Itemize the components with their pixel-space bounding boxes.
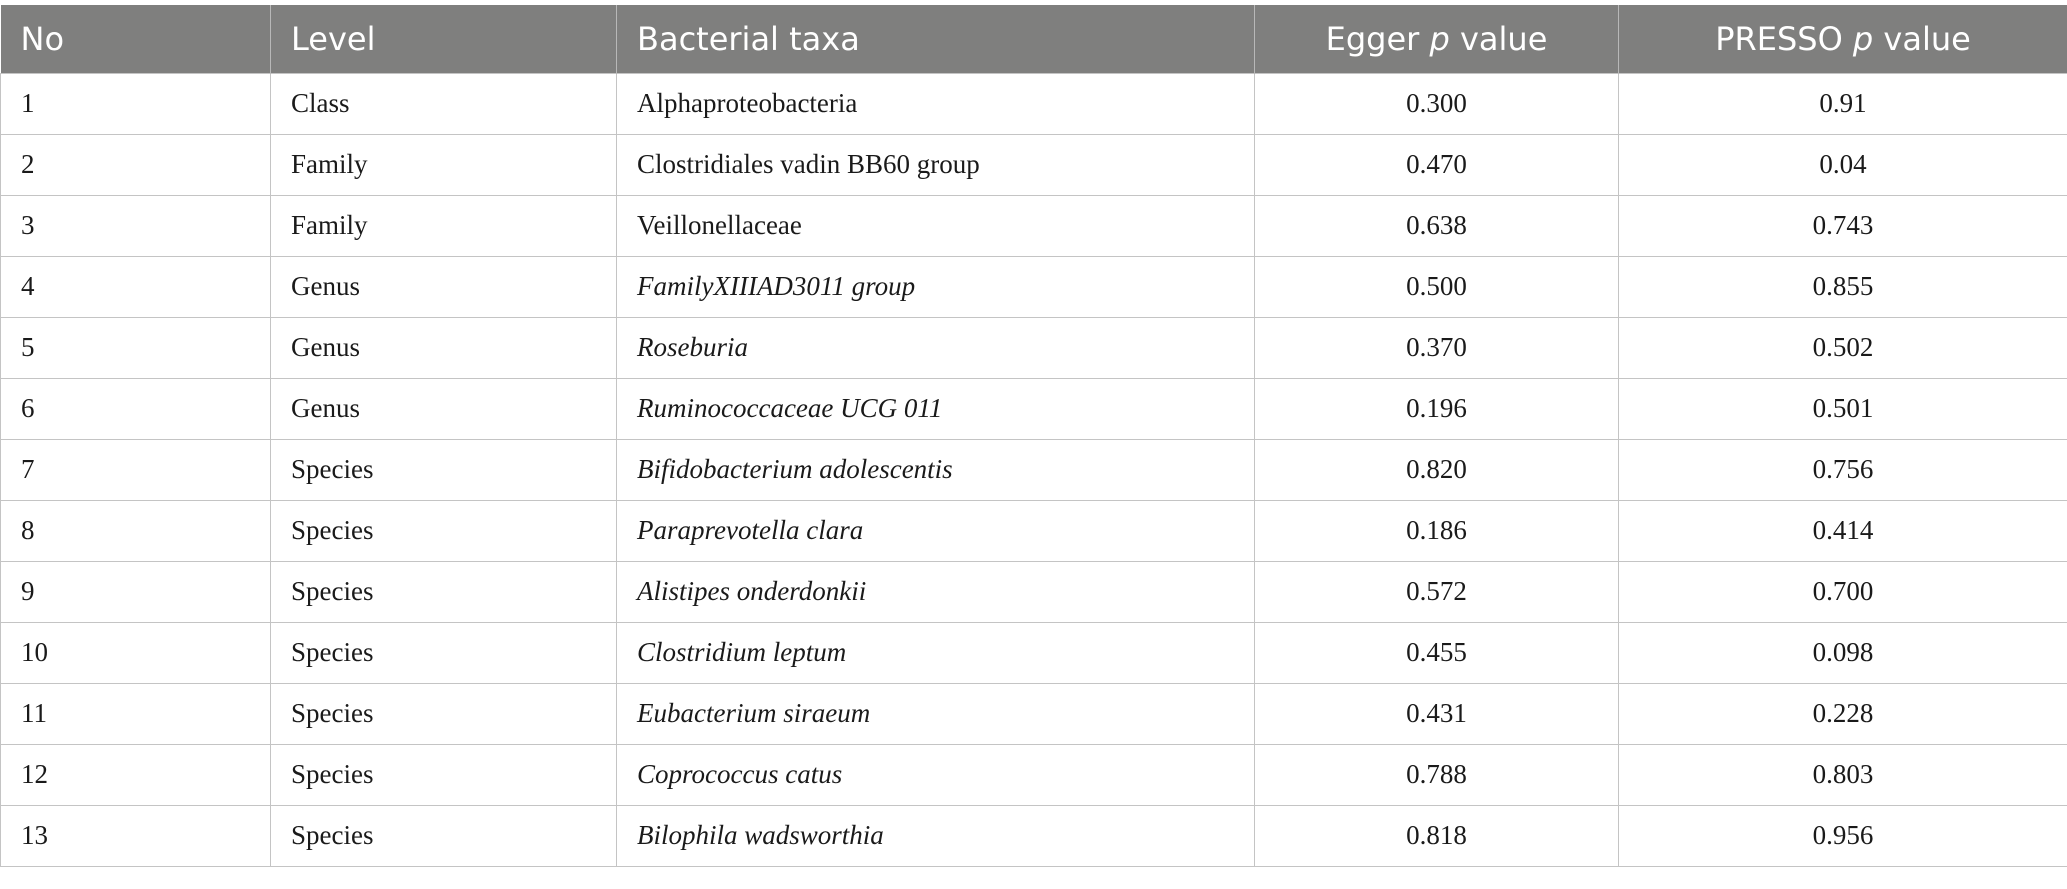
cell-no: 1 xyxy=(0,72,271,135)
cell-no: 13 xyxy=(0,804,271,867)
header-egger-p-value: Egger p value xyxy=(1254,5,1619,73)
cell-egger-p-value: 0.500 xyxy=(1254,255,1619,318)
cell-no: 10 xyxy=(0,621,271,684)
cell-egger-p-value: 0.788 xyxy=(1254,743,1619,806)
table-row: 9 Species Alistipes onderdonkii 0.572 0.700 xyxy=(0,560,2067,623)
cell-level: Family xyxy=(270,194,617,257)
table-header: No Level Bacterial taxa Egger p value PR… xyxy=(0,5,2067,73)
cell-bacterial-taxa: Roseburia xyxy=(616,316,1255,379)
header-presso-p-value: PRESSO p value xyxy=(1618,5,2067,73)
cell-bacterial-taxa: Bilophila wadsworthia xyxy=(616,804,1255,867)
cell-egger-p-value: 0.638 xyxy=(1254,194,1619,257)
cell-presso-p-value: 0.502 xyxy=(1618,316,2067,379)
table-row: 8 Species Paraprevotella clara 0.186 0.414 xyxy=(0,499,2067,562)
cell-egger-p-value: 0.186 xyxy=(1254,499,1619,562)
results-table-container: No Level Bacterial taxa Egger p value PR… xyxy=(0,5,2067,867)
cell-no: 4 xyxy=(0,255,271,318)
table-row: 6 Genus Ruminococcaceae UCG 011 0.196 0.501 xyxy=(0,377,2067,440)
cell-no: 11 xyxy=(0,682,271,745)
cell-egger-p-value: 0.572 xyxy=(1254,560,1619,623)
cell-level: Species xyxy=(270,743,617,806)
table-row: 2 Family Clostridiales vadin BB60 group 0.4… xyxy=(0,133,2067,196)
header-egger-p: p xyxy=(1429,19,1450,58)
table-row: 3 Family Veillonellaceae 0.638 0.743 xyxy=(0,194,2067,257)
cell-presso-p-value: 0.501 xyxy=(1618,377,2067,440)
cell-level: Species xyxy=(270,804,617,867)
cell-bacterial-taxa: Paraprevotella clara xyxy=(616,499,1255,562)
cell-egger-p-value: 0.196 xyxy=(1254,377,1619,440)
table-row: 4 Genus FamilyXIIIAD3011 group 0.500 0.855 xyxy=(0,255,2067,318)
cell-egger-p-value: 0.818 xyxy=(1254,804,1619,867)
cell-presso-p-value: 0.803 xyxy=(1618,743,2067,806)
cell-egger-p-value: 0.470 xyxy=(1254,133,1619,196)
cell-level: Family xyxy=(270,133,617,196)
cell-egger-p-value: 0.300 xyxy=(1254,72,1619,135)
cell-level: Class xyxy=(270,72,617,135)
header-bacterial-taxa: Bacterial taxa xyxy=(616,5,1255,73)
cell-no: 5 xyxy=(0,316,271,379)
cell-no: 2 xyxy=(0,133,271,196)
cell-egger-p-value: 0.370 xyxy=(1254,316,1619,379)
header-egger-prefix: Egger xyxy=(1325,19,1430,58)
table-row: 7 Species Bifidobacterium adolescentis 0.82… xyxy=(0,438,2067,501)
cell-presso-p-value: 0.743 xyxy=(1618,194,2067,257)
cell-bacterial-taxa: Coprococcus catus xyxy=(616,743,1255,806)
cell-no: 12 xyxy=(0,743,271,806)
cell-egger-p-value: 0.431 xyxy=(1254,682,1619,745)
table-body: 1 Class Alphaproteobacteria 0.300 0.91 2 Famil… xyxy=(0,72,2067,867)
cell-level: Genus xyxy=(270,255,617,318)
cell-presso-p-value: 0.855 xyxy=(1618,255,2067,318)
cell-level: Species xyxy=(270,682,617,745)
cell-no: 3 xyxy=(0,194,271,257)
cell-level: Genus xyxy=(270,316,617,379)
cell-level: Species xyxy=(270,438,617,501)
cell-bacterial-taxa: Bifidobacterium adolescentis xyxy=(616,438,1255,501)
header-presso-prefix: PRESSO xyxy=(1715,19,1853,58)
cell-egger-p-value: 0.455 xyxy=(1254,621,1619,684)
cell-bacterial-taxa: Clostridiales vadin BB60 group xyxy=(616,133,1255,196)
table-row: 10 Species Clostridium leptum 0.455 0.098 xyxy=(0,621,2067,684)
header-presso-p: p xyxy=(1852,19,1874,58)
cell-presso-p-value: 0.098 xyxy=(1618,621,2067,684)
table-row: 13 Species Bilophila wadsworthia 0.818 0.956 xyxy=(0,804,2067,867)
cell-no: 9 xyxy=(0,560,271,623)
cell-bacterial-taxa: Alphaproteobacteria xyxy=(616,72,1255,135)
cell-presso-p-value: 0.756 xyxy=(1618,438,2067,501)
cell-bacterial-taxa: Clostridium leptum xyxy=(616,621,1255,684)
table-row: 1 Class Alphaproteobacteria 0.300 0.91 xyxy=(0,72,2067,135)
cell-presso-p-value: 0.700 xyxy=(1618,560,2067,623)
header-no: No xyxy=(0,5,271,73)
cell-presso-p-value: 0.91 xyxy=(1618,72,2067,135)
header-row: No Level Bacterial taxa Egger p value PR… xyxy=(0,5,2067,73)
cell-bacterial-taxa: Alistipes onderdonkii xyxy=(616,560,1255,623)
cell-bacterial-taxa: FamilyXIIIAD3011 group xyxy=(616,255,1255,318)
cell-bacterial-taxa: Veillonellaceae xyxy=(616,194,1255,257)
cell-presso-p-value: 0.414 xyxy=(1618,499,2067,562)
cell-bacterial-taxa: Ruminococcaceae UCG 011 xyxy=(616,377,1255,440)
cell-egger-p-value: 0.820 xyxy=(1254,438,1619,501)
results-table: No Level Bacterial taxa Egger p value PR… xyxy=(0,5,2067,867)
cell-level: Species xyxy=(270,621,617,684)
cell-presso-p-value: 0.04 xyxy=(1618,133,2067,196)
cell-level: Species xyxy=(270,560,617,623)
table-row: 11 Species Eubacterium siraeum 0.431 0.228 xyxy=(0,682,2067,745)
cell-no: 7 xyxy=(0,438,271,501)
header-egger-suffix: value xyxy=(1449,19,1548,58)
cell-level: Species xyxy=(270,499,617,562)
table-row: 12 Species Coprococcus catus 0.788 0.803 xyxy=(0,743,2067,806)
header-presso-suffix: value xyxy=(1873,19,1971,58)
cell-no: 8 xyxy=(0,499,271,562)
cell-presso-p-value: 0.228 xyxy=(1618,682,2067,745)
header-level: Level xyxy=(270,5,617,73)
cell-presso-p-value: 0.956 xyxy=(1618,804,2067,867)
cell-no: 6 xyxy=(0,377,271,440)
cell-bacterial-taxa: Eubacterium siraeum xyxy=(616,682,1255,745)
table-row: 5 Genus Roseburia 0.370 0.502 xyxy=(0,316,2067,379)
cell-level: Genus xyxy=(270,377,617,440)
